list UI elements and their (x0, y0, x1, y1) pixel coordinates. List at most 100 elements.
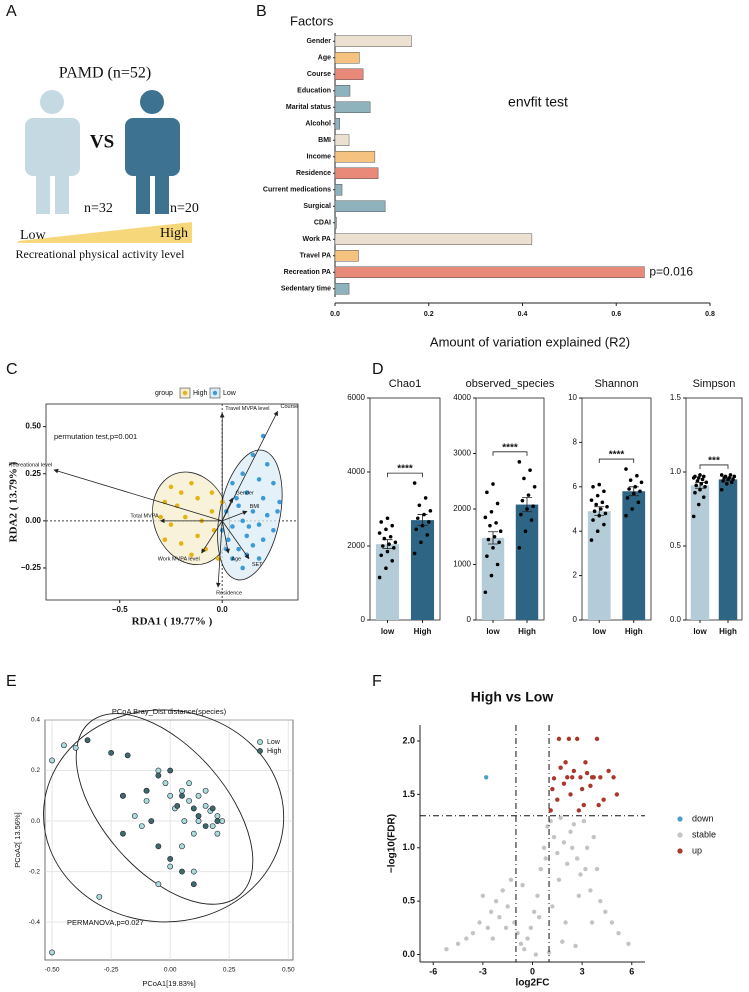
sample-point (379, 553, 384, 558)
p-value-annotation: p=0.016 (649, 264, 693, 278)
sample-point (625, 496, 630, 500)
sample-point (517, 546, 522, 550)
annotation: permutation test,p=0.001 (54, 432, 137, 441)
data-point (236, 503, 241, 509)
x-tick-label: 6 (629, 966, 634, 976)
y-tick-label: 0 (573, 615, 578, 624)
env-vector (222, 510, 248, 522)
env-vector (221, 497, 233, 522)
sample-point (523, 529, 528, 533)
sample-point (528, 468, 532, 472)
data-point (256, 477, 262, 482)
sample-point (603, 511, 608, 516)
sample-point (698, 473, 702, 477)
bar (334, 233, 533, 245)
data-point (588, 783, 593, 789)
sample-point (419, 540, 423, 545)
bar (334, 184, 343, 196)
sample-point (498, 529, 503, 533)
data-point (555, 850, 560, 856)
data-point (444, 946, 449, 952)
sample-point (483, 515, 488, 520)
data-point (483, 775, 489, 780)
data-point (209, 490, 215, 495)
data-point (108, 749, 115, 756)
sample-point (393, 540, 398, 545)
data-point (167, 863, 174, 870)
sample-point (517, 460, 522, 464)
x-tick-label: High (414, 627, 432, 636)
category-label: Age (318, 55, 331, 62)
x-tick-label: low (486, 627, 500, 636)
bar (481, 537, 505, 620)
chart-title: Simpson (693, 378, 736, 390)
y-axis-title: −log10(FDR) (387, 814, 398, 873)
sample-point (727, 476, 732, 480)
data-point (72, 744, 79, 751)
data-point (155, 881, 162, 888)
data-point (271, 527, 276, 533)
data-point (214, 818, 221, 824)
sample-point (703, 485, 707, 489)
legend-label: Low (223, 390, 237, 397)
data-point (485, 925, 491, 931)
data-point (568, 792, 573, 797)
x-tick-label: low (693, 627, 707, 636)
data-point (264, 512, 270, 518)
sample-point (704, 480, 709, 485)
sample-point (489, 509, 494, 514)
sample-point (628, 478, 633, 482)
bar (334, 217, 337, 229)
data-point (545, 824, 550, 829)
data-point (167, 767, 174, 774)
data-point (470, 930, 476, 936)
data-point (131, 813, 138, 819)
data-point (155, 843, 162, 850)
sample-point (630, 507, 634, 511)
data-point (256, 522, 262, 527)
data-point (603, 909, 608, 915)
data-point (190, 830, 197, 837)
y-tick-label: 1.5 (670, 393, 682, 402)
sample-point (520, 498, 525, 503)
legend-marker (182, 390, 188, 396)
data-point (574, 856, 580, 861)
data-point (626, 941, 631, 947)
data-point (609, 920, 615, 925)
sample-point (382, 536, 387, 541)
legend-label: Low (267, 739, 281, 746)
bar (334, 283, 350, 295)
data-point (525, 936, 530, 941)
vector-label: Course (281, 404, 299, 410)
x-tick-label: -0.25 (104, 967, 119, 974)
sample-point (724, 482, 729, 486)
n-high: n=20 (170, 201, 199, 216)
chart-title: Shannon (594, 378, 638, 390)
data-point (167, 792, 174, 799)
data-point (455, 941, 461, 947)
x-axis-title: PCoA1[19.83%] (142, 979, 195, 988)
legend-label: High (193, 390, 208, 397)
data-point (570, 845, 575, 850)
sample-point (624, 513, 628, 518)
sample-point (390, 523, 395, 528)
vector-label: BMI (250, 504, 260, 510)
data-point (244, 490, 250, 495)
sample-point (694, 483, 699, 488)
significance-bracket (598, 458, 635, 464)
x-tick-label: 0.8 (705, 311, 715, 318)
panel-a-caption: Recreational physical activity level (16, 247, 186, 261)
plot-frame (369, 397, 441, 621)
data-point (60, 742, 67, 749)
sample-point (602, 522, 606, 527)
data-point (571, 768, 577, 774)
bar (334, 266, 645, 278)
data-point (611, 775, 616, 780)
category-label: Work PA (302, 236, 331, 243)
plot-frame (685, 397, 743, 621)
y-tick-label: 1.0 (402, 842, 415, 852)
data-point (614, 792, 620, 797)
panel-label: E (6, 673, 17, 690)
data-point (246, 524, 252, 529)
